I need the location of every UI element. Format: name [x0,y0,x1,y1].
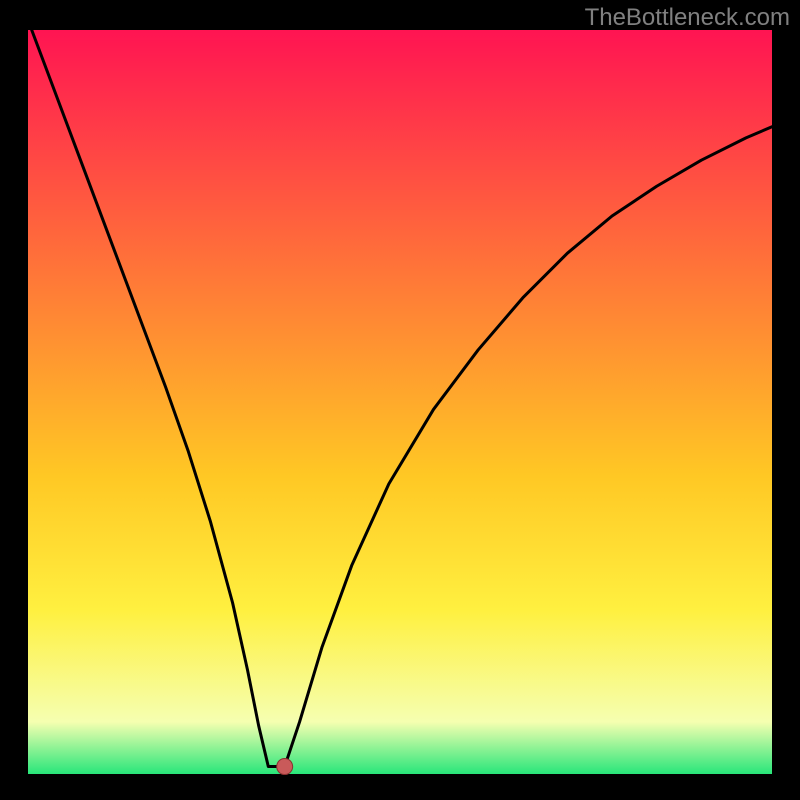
watermark-text: TheBottleneck.com [585,4,790,32]
chart-container: { "watermark": { "text": "TheBottleneck.… [0,0,800,800]
plot-gradient-area [28,30,772,774]
